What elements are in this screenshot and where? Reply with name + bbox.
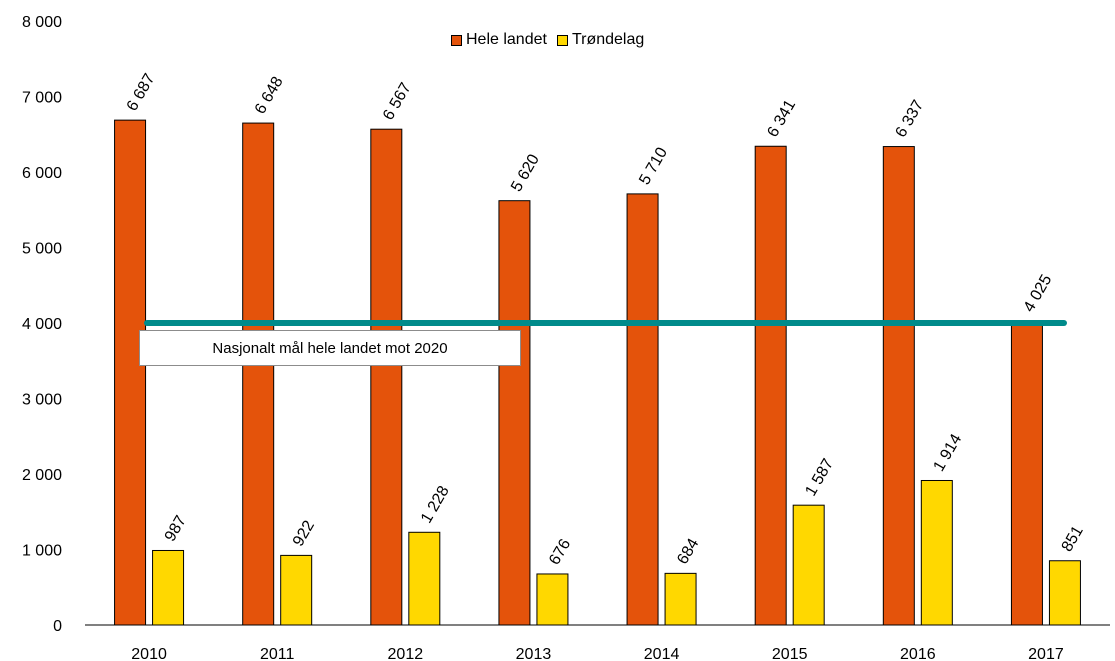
data-label: 1 228	[418, 483, 453, 526]
data-label: 4 025	[1021, 272, 1056, 315]
y-tick-label: 7 000	[22, 90, 62, 107]
y-tick-label: 1 000	[22, 543, 62, 560]
x-tick-label: 2014	[644, 646, 680, 661]
x-tick-label: 2010	[131, 646, 167, 661]
data-label: 1 587	[802, 456, 837, 499]
bar-trondelag	[664, 572, 697, 626]
legend-swatch-trondelag	[556, 34, 568, 46]
y-tick-label: 5 000	[22, 241, 62, 258]
bar-hele-landet	[114, 119, 147, 626]
bar-trondelag	[280, 554, 313, 626]
bar-hele-landet	[242, 122, 275, 626]
y-tick-label: 6 000	[22, 165, 62, 182]
data-label: 6 337	[893, 97, 928, 140]
legend-swatch-hele-landet	[451, 34, 462, 46]
x-tick-label: 2017	[1028, 646, 1064, 661]
data-label: 922	[290, 518, 318, 550]
bar-hele-landet	[882, 146, 915, 626]
data-label: 6 567	[380, 80, 415, 123]
bar-hele-landet	[1010, 320, 1043, 626]
legend: Hele landet Trøndelag	[451, 30, 654, 50]
x-tick-label: 2011	[260, 646, 295, 661]
x-tick-label: 2016	[900, 646, 936, 661]
bar-trondelag	[920, 479, 953, 626]
x-axis: 2010 2011 2012 2013 2014 2015 2016 2017	[131, 646, 1064, 661]
bar-hele-landet	[370, 128, 403, 626]
y-tick-label: 8 000	[22, 14, 62, 31]
y-axis: 0 1 000 2 000 3 000 4 000 5 000 6 000 7 000 8 00…	[22, 14, 62, 635]
bars	[114, 119, 1081, 626]
y-tick-label: 3 000	[22, 392, 62, 409]
target-annotation: Nasjonalt mål hele landet mot 2020	[139, 330, 521, 366]
bar-trondelag	[1048, 560, 1081, 626]
bar-hele-landet	[498, 200, 531, 626]
x-tick-label: 2015	[772, 646, 808, 661]
bar-hele-landet	[754, 145, 787, 626]
data-label: 6 648	[252, 74, 287, 117]
legend-label-hele-landet: Hele landet	[466, 31, 547, 48]
legend-item-hele-landet: Hele landet	[451, 31, 547, 49]
y-tick-label: 4 000	[22, 316, 62, 333]
y-tick-label: 0	[53, 618, 62, 635]
data-label: 851	[1059, 523, 1087, 555]
data-label: 1 914	[931, 431, 966, 474]
data-label: 684	[674, 536, 702, 568]
bar-hele-landet	[626, 193, 659, 626]
bar-trondelag	[536, 573, 569, 626]
y-tick-label: 2 000	[22, 467, 62, 484]
x-tick-label: 2012	[388, 646, 424, 661]
legend-item-trondelag: Trøndelag	[556, 31, 645, 49]
data-label: 987	[162, 513, 190, 545]
bar-trondelag	[408, 531, 441, 626]
bar-trondelag	[152, 549, 185, 626]
legend-label-trondelag: Trøndelag	[571, 31, 645, 48]
data-label: 5 710	[636, 145, 671, 188]
data-label: 6 687	[124, 71, 159, 114]
data-label: 676	[546, 536, 574, 568]
bar-trondelag	[792, 504, 825, 626]
data-label: 5 620	[508, 151, 543, 194]
data-label: 6 341	[764, 97, 799, 140]
target-annotation-label: Nasjonalt mål hele landet mot 2020	[212, 339, 448, 357]
x-tick-label: 2013	[516, 646, 552, 661]
